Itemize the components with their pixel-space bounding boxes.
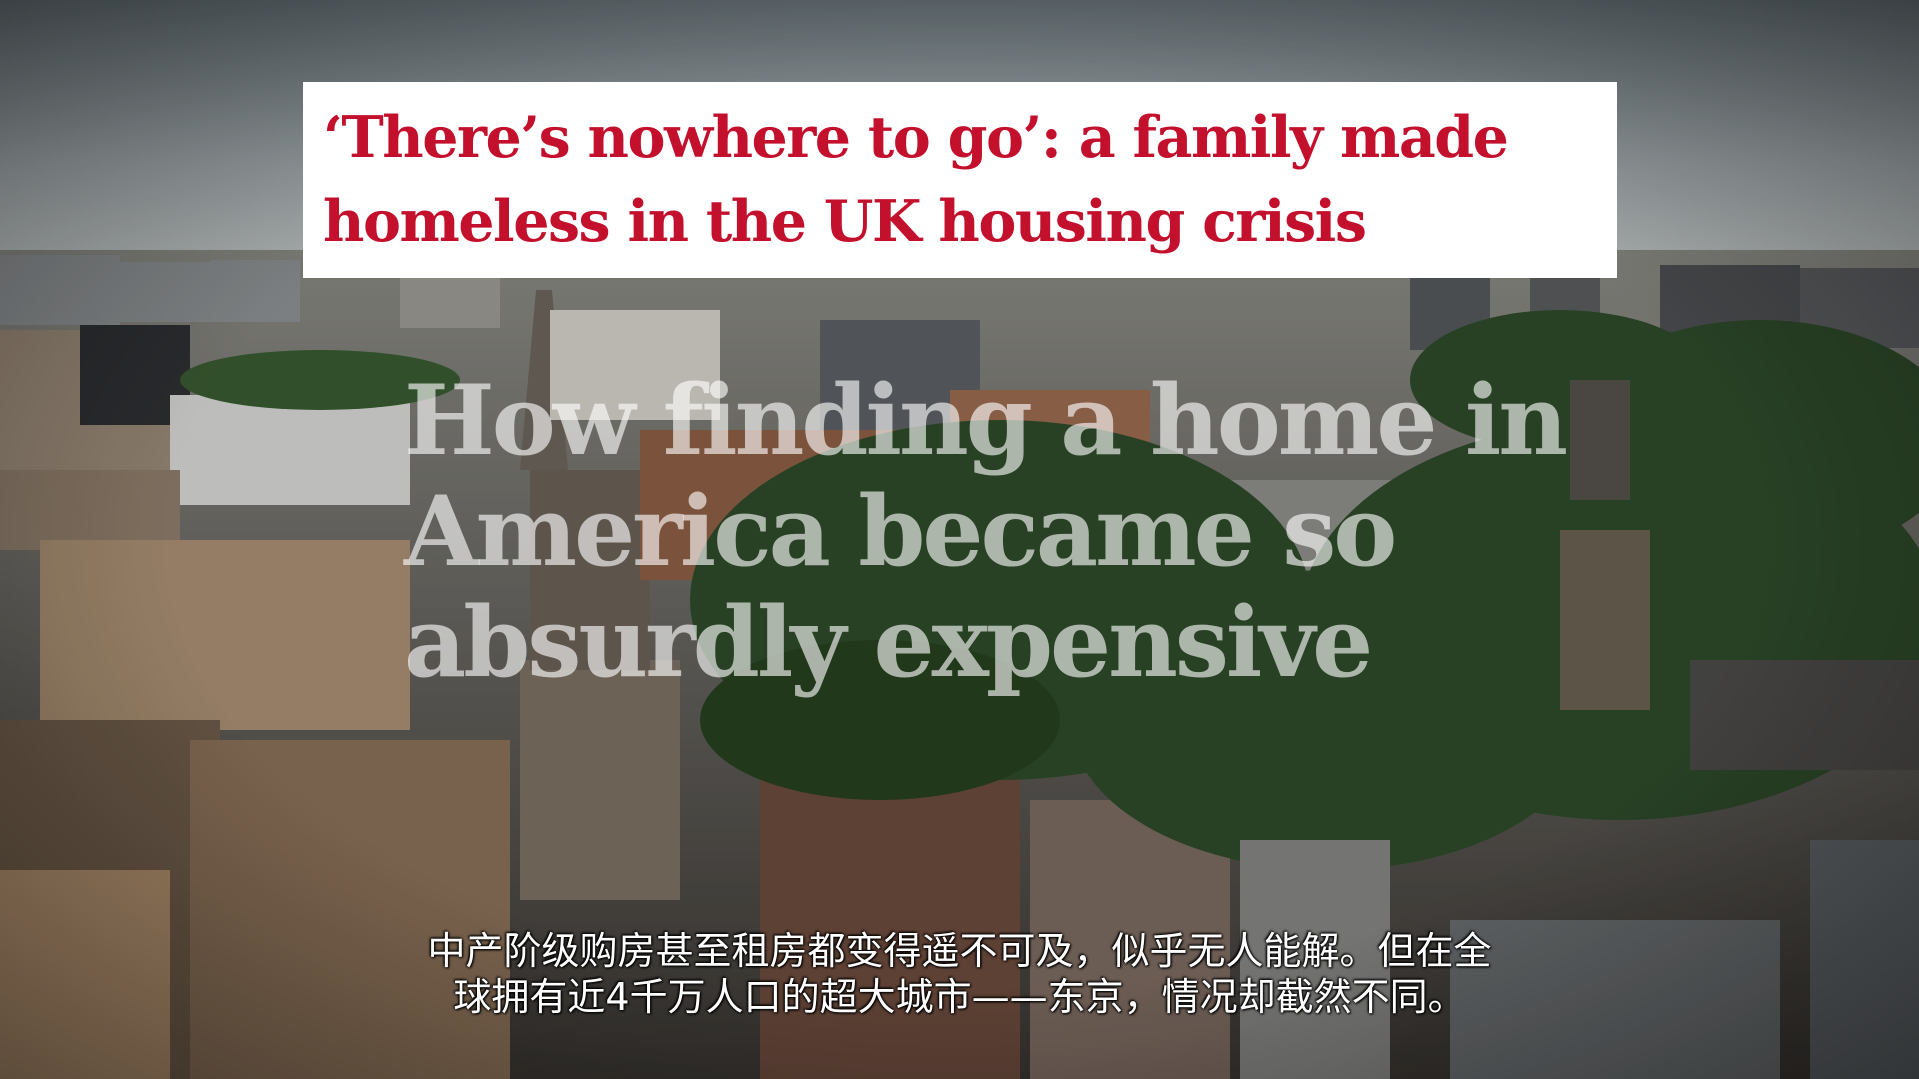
subtitle-caption: 中产阶级购房甚至租房都变得遥不可及，似乎无人能解。但在全 球拥有近4千万人口的超… (427, 929, 1492, 1019)
headline-text: ‘There’s nowhere to go’: a family made h… (323, 104, 1509, 255)
headline-card: ‘There’s nowhere to go’: a family made h… (303, 82, 1617, 278)
overlay-title: How finding a home in America became so … (404, 364, 1568, 699)
